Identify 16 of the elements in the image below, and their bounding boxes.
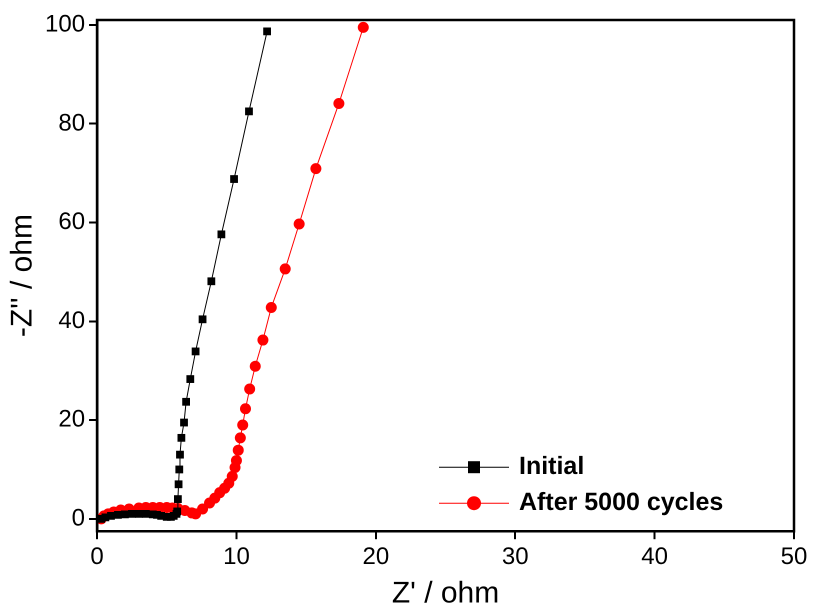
legend-label: Initial [519,452,584,480]
y-tick-label: 60 [58,208,86,236]
x-tick-label: 0 [90,543,104,570]
x-tick-label: 50 [780,543,808,570]
y-tick-label: 40 [58,306,86,334]
y-tick-label: 80 [58,109,86,136]
y-axis-title: -Z'' / ohm [5,214,38,338]
y-tick-label: 100 [44,10,86,38]
legend-label: After 5000 cycles [519,488,724,516]
y-tick-label: 0 [72,504,86,532]
x-tick-label: 20 [362,543,390,570]
x-axis-title: Z' / ohm [392,576,500,610]
x-tick-label: 30 [502,543,529,570]
x-tick-label: 10 [223,543,250,570]
y-tick-label: 20 [58,406,86,433]
x-tick-label: 40 [641,543,668,570]
